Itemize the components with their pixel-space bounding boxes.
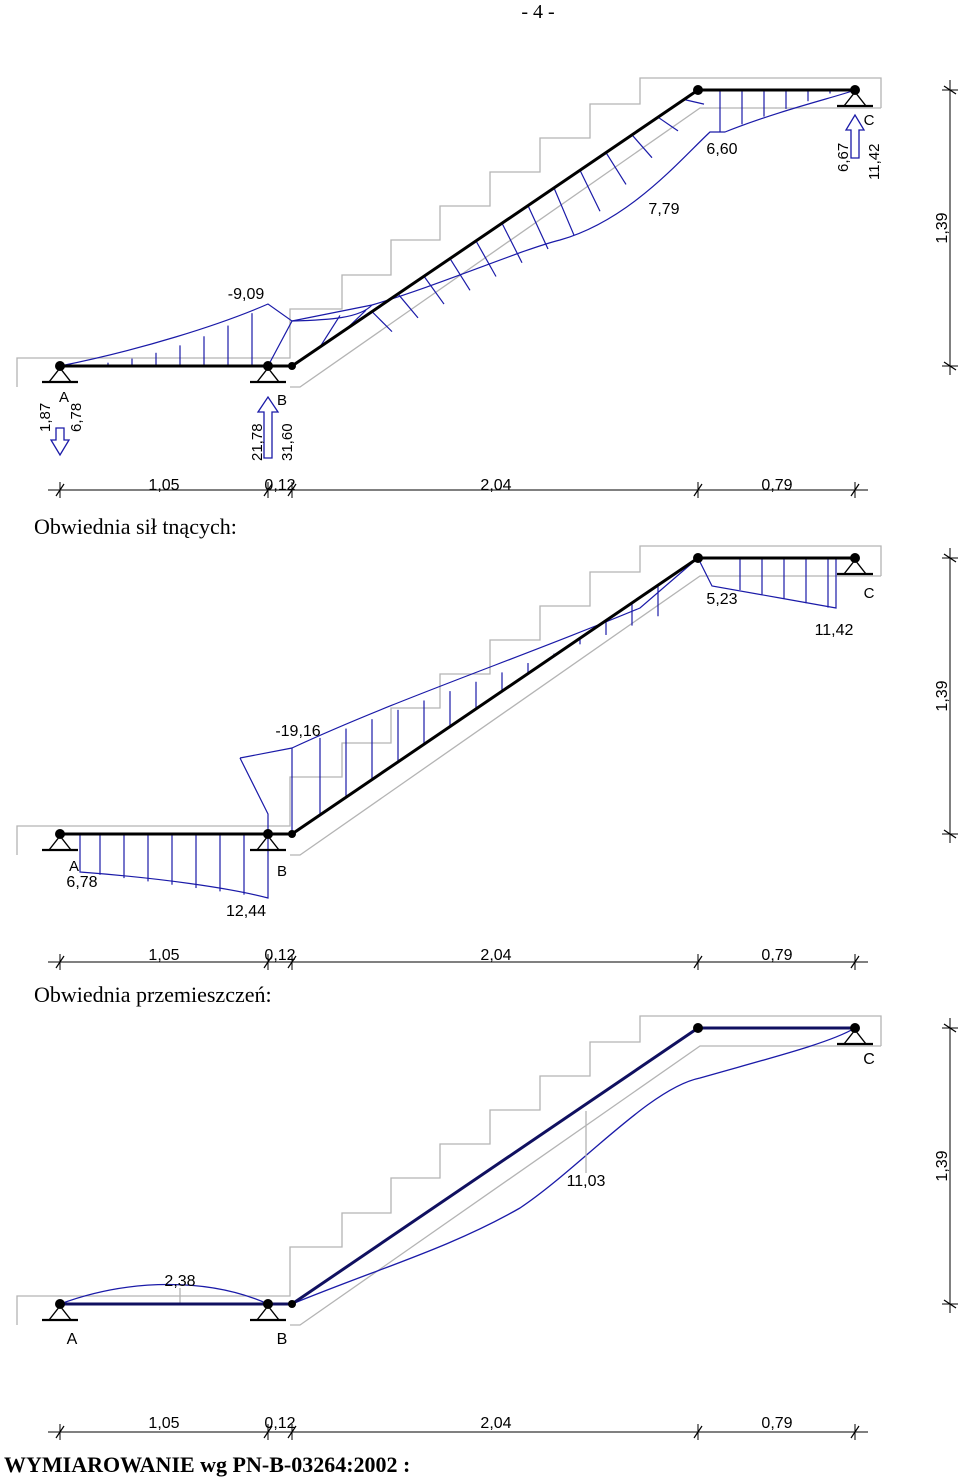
displacement-section-title: Obwiednia przemieszczeń:: [34, 982, 272, 1007]
dimension-line-2: 1,05 0,12 2,04 0,79: [48, 947, 868, 971]
disp-node-a: A: [67, 1331, 78, 1348]
moment-hatching: [83, 90, 831, 366]
reaction-c-arrow-icon: [844, 113, 866, 159]
dim-3-a: 1,05: [148, 1415, 179, 1432]
dim-1-a: 1,05: [148, 477, 179, 494]
node-b-label: B: [277, 392, 287, 409]
disp-mid-label: 11,03: [567, 1173, 606, 1190]
shear-vb-label: 12,44: [226, 903, 266, 920]
disp-node-b: B: [277, 1331, 288, 1348]
node-c-label: C: [864, 112, 875, 129]
height-dimension-1: 1,39: [934, 80, 959, 375]
dim-3-c: 2,04: [480, 1415, 511, 1432]
hatch-line: [631, 134, 653, 159]
height-dimension-3: 1,39: [934, 1018, 959, 1313]
dim-1-b: 0,12: [264, 477, 295, 494]
hatch-line: [553, 187, 575, 236]
moment-envelope: [59, 89, 856, 367]
shear-diagram: A B C 6,78 12,44 -19,16 5,23 11,42 1,05 …: [16, 545, 959, 971]
hatch-line: [397, 293, 419, 319]
dim-2-b: 0,12: [264, 947, 295, 964]
hatch-line: [657, 116, 679, 132]
shear-node-b: B: [277, 863, 287, 880]
dimension-line-3: 1,05 0,12 2,04 0,79: [48, 1415, 868, 1441]
page-number: - 4 -: [521, 1, 554, 23]
hatch-line: [579, 169, 601, 212]
node-kink-joint: [288, 362, 296, 370]
height-dimension-2: 1,39: [934, 548, 959, 843]
beam-structure: [60, 88, 855, 368]
dim-2-d: 0,79: [761, 947, 792, 964]
dim-2-c: 2,04: [480, 947, 511, 964]
reaction-b-value-2: 31,60: [279, 423, 296, 461]
shear-vc-label: 11,42: [815, 622, 854, 639]
beam-structure-3: [60, 1026, 855, 1306]
node-b-joint: [263, 361, 273, 371]
shear-node-c: C: [864, 585, 875, 602]
hatch-line: [605, 152, 627, 185]
shear-section-title: Obwiednia sił tnących:: [34, 514, 237, 539]
shear-upper-label: 5,23: [706, 591, 737, 608]
node-upper-joint: [693, 85, 703, 95]
disp-left-label: 2,38: [164, 1273, 195, 1290]
node-a-joint: [55, 361, 65, 371]
height-3-label: 1,39: [934, 1150, 951, 1181]
reaction-b-arrow-icon: [256, 395, 280, 459]
dimension-line-1: 1,05 0,12 2,04 0,79: [48, 477, 868, 499]
shear-envelope: [60, 557, 837, 899]
moment-diagram: -9,09 7,79 6,60 A B C 1,87 6,78 21,78 31…: [16, 77, 959, 499]
shear-node-a: A: [69, 858, 79, 875]
deformed-shape: [59, 1027, 856, 1305]
footer-heading: WYMIAROWANIE wg PN-B-03264:2002 :: [4, 1452, 410, 1477]
moment-mid-label: 7,79: [648, 201, 679, 218]
shear-stair-label: -19,16: [275, 723, 320, 740]
height-2-label: 1,39: [934, 680, 951, 711]
hatch-line: [319, 315, 341, 348]
hatch-line: [475, 240, 497, 277]
reaction-b-value-1: 21,78: [249, 423, 266, 461]
hatch-line: [449, 258, 471, 291]
displacement-diagram: 2,38 11,03 A B C 1,05 0,12 2,04 0,79 1,3…: [16, 1015, 959, 1441]
hatch-line: [501, 222, 523, 264]
node-c-joint: [850, 85, 860, 95]
dim-1-c: 2,04: [480, 477, 511, 494]
reaction-c-value-2: 11,42: [866, 144, 883, 180]
shear-va-label: 6,78: [66, 874, 97, 891]
stair-outline-3: [16, 1015, 882, 1326]
height-1-label: 1,39: [934, 212, 951, 243]
reaction-a-value-2: 6,78: [68, 403, 85, 432]
hatch-line: [527, 205, 549, 250]
dim-3-d: 0,79: [761, 1415, 792, 1432]
moment-left-label: -9,09: [228, 286, 265, 303]
dim-3-b: 0,12: [264, 1415, 295, 1432]
hatch-line: [683, 98, 705, 105]
moment-right-label: 6,60: [706, 141, 737, 158]
stair-outline: [16, 77, 882, 388]
reaction-a-arrow-icon: [49, 427, 71, 457]
dim-1-d: 0,79: [761, 477, 792, 494]
reaction-a-value-1: 1,87: [37, 403, 54, 432]
reaction-c-value-1: 6,67: [835, 143, 852, 172]
node-a-label: A: [59, 389, 69, 406]
dim-2-a: 1,05: [148, 947, 179, 964]
hatch-line: [423, 275, 445, 305]
disp-node-c: C: [863, 1051, 875, 1068]
hatch-line: [371, 311, 393, 333]
